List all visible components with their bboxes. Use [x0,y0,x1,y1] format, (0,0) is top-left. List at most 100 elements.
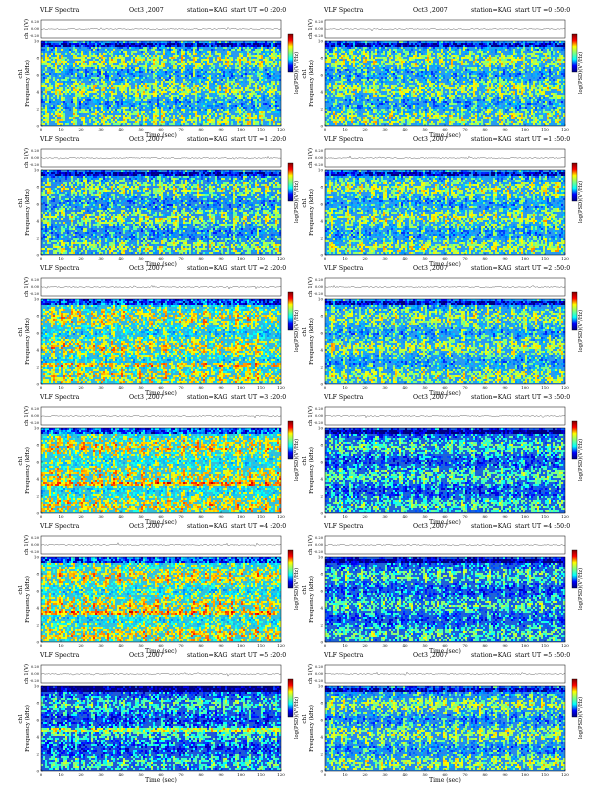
y-tick-label: 6 [36,331,39,336]
x-tick-label: 70 [178,127,184,132]
spectrogram-panel: VLF Spectra Oct3 ,2007 station=KAG start UT… [302,523,584,655]
x-tick-label: 110 [257,514,265,519]
panel-title: VLF Spectra [39,136,80,143]
y-tick-label: 8 [36,701,39,706]
x-tick-label: 10 [342,385,348,390]
x-tick-label: 0 [40,643,43,648]
y-tick-label: 4 [320,735,323,740]
y-tick-label: 6 [36,589,39,594]
waveform-tick-label: 0.20 [31,20,40,24]
waveform-tick-label: 0.20 [31,536,40,540]
x-tick-label: 120 [277,256,285,261]
spectrogram-cells [41,557,281,641]
x-tick-label: 80 [198,643,204,648]
colorbar-label: log(PSD)(V²/Hz) [293,439,300,481]
x-tick-label: 80 [482,127,488,132]
panel-station: station=KAG [471,7,512,14]
panel-date: Oct3 ,2007 [413,523,448,530]
y-tick-label: 6 [36,202,39,207]
x-tick-label: 70 [462,256,468,261]
x-tick-label: 30 [98,256,104,261]
colorbar [572,292,577,330]
spectrogram-ylabel: Frequency (kHz) [308,189,315,236]
panel-start-time: start UT =5 :20:0 [231,652,286,659]
panel-title: VLF Spectra [323,394,364,401]
spectrogram-panel: VLF Spectra Oct3 ,2007 station=KAG start UT… [18,7,300,139]
x-tick-label: 20 [78,772,84,777]
x-tick-label: 50 [422,772,428,777]
spectrogram-ylabel: Frequency (kHz) [308,705,315,752]
x-tick-label: 0 [40,514,43,519]
panel-title: VLF Spectra [39,265,80,272]
y-tick-label: 4 [320,90,323,95]
x-tick-label: 100 [521,385,529,390]
x-tick-label: 120 [277,772,285,777]
x-tick-label: 120 [277,385,285,390]
waveform-tick-label: 0.00 [31,414,40,418]
y-tick-label: 4 [320,219,323,224]
panel-station: station=KAG [471,394,512,401]
y-tick-label: 8 [320,443,323,448]
x-tick-label: 50 [422,256,428,261]
x-axis-label: Time (sec) [145,777,177,784]
x-tick-label: 110 [257,256,265,261]
spectrogram-ylabel-prefix: ch1 [18,455,24,465]
x-tick-label: 70 [178,256,184,261]
spectrogram-ylabel: Frequency (kHz) [308,447,315,494]
x-tick-label: 80 [482,514,488,519]
x-tick-label: 20 [78,514,84,519]
spectrogram-ylabel: Frequency (kHz) [24,447,31,494]
x-tick-label: 110 [257,127,265,132]
panel-start-time: start UT =5 :50:0 [515,652,570,659]
x-tick-label: 90 [502,127,508,132]
y-tick-label: 10 [318,555,324,560]
panel-date: Oct3 ,2007 [129,523,164,530]
panel-title: VLF Spectra [39,652,80,659]
colorbar [572,550,577,588]
x-tick-label: 20 [362,256,368,261]
colorbar-label: log(PSD)(V²/Hz) [577,439,584,481]
waveform-tick-label: 0.20 [315,665,324,669]
x-tick-label: 0 [324,127,327,132]
spectrogram-ylabel: Frequency (kHz) [24,318,31,365]
x-tick-label: 50 [138,772,144,777]
x-tick-label: 80 [482,256,488,261]
spectrogram-ylabel-prefix: ch1 [302,326,308,336]
x-tick-label: 30 [382,514,388,519]
x-tick-label: 110 [257,772,265,777]
x-tick-label: 100 [521,772,529,777]
spectrogram-panel: VLF Spectra Oct3 ,2007 station=KAG start UT… [302,652,584,784]
panel-station: station=KAG [471,652,512,659]
colorbar-label: log(PSD)(V²/Hz) [293,181,300,223]
y-tick-label: 6 [320,718,323,723]
colorbar-label: log(PSD)(V²/Hz) [293,568,300,610]
colorbar [288,679,293,717]
y-tick-label: 2 [320,236,323,241]
y-tick-label: 2 [320,623,323,628]
panel-date: Oct3 ,2007 [413,652,448,659]
panel-station: station=KAG [187,394,228,401]
x-tick-label: 50 [138,127,144,132]
panel-date: Oct3 ,2007 [129,7,164,14]
x-tick-label: 40 [402,514,408,519]
x-tick-label: 100 [237,256,245,261]
x-tick-label: 80 [198,385,204,390]
panel-start-time: start UT =2 :20:0 [231,265,286,272]
x-tick-label: 80 [482,643,488,648]
x-tick-label: 40 [118,514,124,519]
y-tick-label: 8 [320,572,323,577]
waveform-ylabel: ch 1(V) [307,535,314,555]
x-tick-label: 30 [98,772,104,777]
y-tick-label: 8 [36,443,39,448]
x-tick-label: 90 [502,385,508,390]
panel-title: VLF Spectra [323,7,364,14]
spectrogram-ylabel: Frequency (kHz) [308,318,315,365]
y-tick-label: 10 [34,684,40,689]
x-tick-label: 100 [237,127,245,132]
panel-date: Oct3 ,2007 [413,136,448,143]
x-tick-label: 80 [198,514,204,519]
colorbar [572,679,577,717]
x-tick-label: 20 [362,514,368,519]
y-tick-label: 2 [36,752,39,757]
spectrogram-panel: VLF Spectra Oct3 ,2007 station=KAG start UT… [18,394,300,526]
